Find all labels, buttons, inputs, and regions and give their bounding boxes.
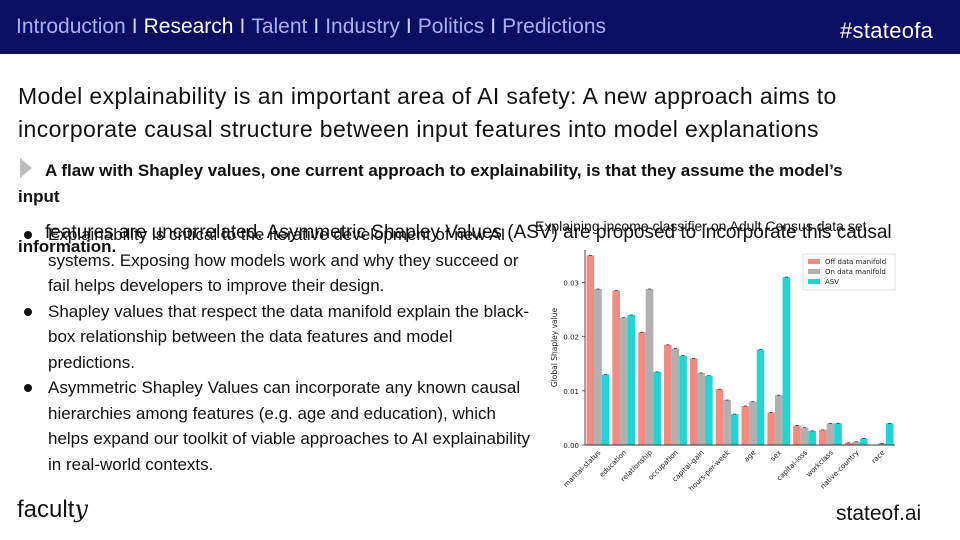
bar-native-country-1: [852, 441, 861, 445]
y-tick-label: 0.01: [563, 388, 579, 396]
legend-swatch: [808, 279, 820, 284]
slide-headline: Model explainability is an important are…: [18, 83, 837, 142]
footer-site-label: stateof.ai: [836, 502, 922, 525]
legend-label: Off data manifold: [825, 258, 886, 266]
legend-label: ASV: [825, 278, 839, 286]
bar-sex-1: [774, 395, 783, 445]
x-tick-label: sex: [769, 449, 783, 463]
flaw-line-2: input: [18, 187, 60, 206]
hashtag: #stateofa: [840, 18, 934, 43]
bar-capital-gain-2: [705, 375, 713, 445]
bar-capital-gain-1: [697, 372, 706, 445]
bar-education-1: [619, 317, 628, 445]
brand-main: facult: [17, 496, 75, 523]
nav-item-industry[interactable]: Industry: [325, 15, 400, 38]
bar-workclass-1: [826, 423, 835, 445]
bar-sex-0: [767, 412, 775, 445]
y-tick-label: 0.00: [563, 442, 579, 450]
legend-swatch: [808, 259, 820, 264]
bullet-text: Asymmetric Shapley Values can incorporat…: [48, 378, 530, 474]
y-axis-label: Global Shapley value: [550, 308, 559, 388]
bar-marital-status-0: [586, 255, 595, 445]
nav-separator: I: [313, 15, 320, 38]
nav-item-politics[interactable]: Politics: [417, 15, 485, 38]
x-tick-label: race: [870, 449, 886, 465]
arrow-icon: [20, 158, 32, 178]
legend-swatch: [808, 269, 820, 274]
nav-item-predictions[interactable]: Predictions: [502, 15, 607, 38]
bullet-item: Explainability is critical to the iterat…: [22, 222, 532, 299]
flaw-callout: A flaw with Shapley values, one current …: [18, 158, 948, 260]
bar-education-2: [627, 315, 636, 445]
flaw-line-4: information.: [18, 237, 117, 256]
chart-title: Explaining income classifier on Adult Ce…: [535, 218, 867, 234]
x-tick-label: age: [742, 449, 757, 464]
bullet-dot-icon: [24, 307, 32, 316]
bar-workclass-0: [819, 429, 827, 445]
bar-marital-status-1: [594, 289, 602, 445]
bar-capital-loss-2: [808, 430, 816, 445]
y-tick-label: 0.02: [563, 334, 579, 342]
section-nav: Introduction I Research I Talent I Industry I Po…: [16, 15, 606, 39]
bar-age-0: [741, 406, 750, 445]
bar-native-country-2: [860, 438, 868, 445]
bar-hours-per-week-2: [730, 414, 739, 445]
flaw-line-3: features are uncorrelated. Asymmetric Sh…: [45, 222, 892, 243]
bar-occupation-2: [679, 355, 687, 445]
flaw-line-1: A flaw with Shapley values, one current …: [45, 161, 843, 180]
bar-capital-loss-0: [793, 425, 801, 445]
bullet-dot-icon: [24, 384, 32, 392]
nav-separator: I: [490, 15, 497, 38]
bar-age-1: [749, 401, 757, 445]
nav-separator: I: [239, 15, 246, 38]
brand-tail: y: [74, 495, 88, 523]
bullet-list: Explainability is critical to the iterat…: [22, 222, 532, 477]
bullet-dot-icon: [24, 231, 32, 239]
bullet-item: Shapley values that respect the data man…: [22, 299, 532, 376]
bar-workclass-2: [834, 423, 842, 445]
bar-hours-per-week-0: [715, 389, 724, 445]
bar-age-2: [756, 349, 765, 445]
x-tick-label: marital-status: [562, 449, 603, 490]
bar-relationship-1: [645, 289, 654, 445]
bar-capital-loss-1: [800, 427, 809, 445]
y-tick-label: 0.03: [563, 280, 579, 288]
bar-hours-per-week-1: [723, 400, 731, 445]
bar-relationship-0: [638, 332, 646, 445]
bullet-text: Shapley values that respect the data man…: [48, 301, 530, 372]
bar-occupation-1: [671, 348, 680, 445]
top-navigation-bar: Introduction I Research I Talent I Industry I Po…: [0, 0, 960, 54]
nav-item-introduction[interactable]: Introduction: [16, 15, 126, 38]
bar-occupation-0: [664, 344, 672, 445]
nav-separator: I: [131, 15, 138, 38]
bar-race-2: [885, 423, 894, 445]
bar-relationship-2: [653, 371, 661, 445]
bar-capital-gain-0: [689, 358, 698, 445]
bar-education-0: [612, 290, 620, 445]
legend-label: On data manifold: [825, 268, 886, 276]
nav-item-talent[interactable]: Talent: [251, 15, 308, 38]
nav-item-research[interactable]: Research: [143, 15, 234, 38]
bullet-item: Asymmetric Shapley Values can incorporat…: [22, 375, 532, 477]
faculty-logo: faculty: [17, 495, 88, 524]
bar-native-country-0: [844, 442, 853, 445]
nav-separator: I: [405, 15, 412, 38]
bar-sex-2: [782, 277, 791, 445]
bar-race-1: [878, 443, 886, 445]
bullet-text: Explainability is critical to the iterat…: [48, 225, 519, 295]
bar-marital-status-2: [601, 374, 610, 445]
shapley-bar-chart: 0.00 0.01 0.02 0.03 Global Shapley value mari…: [550, 250, 896, 493]
